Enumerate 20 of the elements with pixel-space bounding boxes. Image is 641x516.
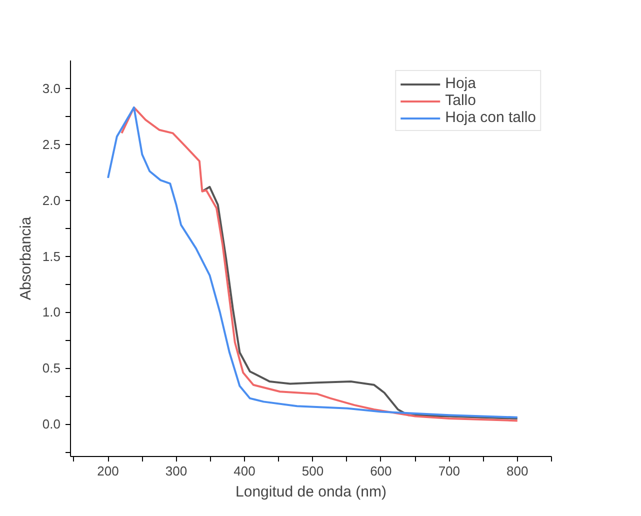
y-tick-label: 1.0 bbox=[42, 304, 61, 320]
x-tick-label: 200 bbox=[97, 464, 119, 478]
y-tick-label: 1.5 bbox=[42, 248, 61, 264]
x-tick-label: 500 bbox=[302, 464, 324, 478]
y-tick-label: 2.5 bbox=[42, 136, 61, 152]
x-tick-label: 400 bbox=[234, 464, 256, 478]
line-series bbox=[201, 186, 518, 420]
y-tick-label: 0.0 bbox=[42, 416, 61, 432]
y-tick-label: 0.5 bbox=[42, 360, 61, 376]
legend-label: Hoja bbox=[445, 75, 476, 92]
y-tick-label: 3.0 bbox=[42, 80, 61, 96]
x-tick-label: 600 bbox=[370, 464, 392, 478]
legend-label: Tallo bbox=[445, 92, 476, 109]
x-tick-label: 700 bbox=[438, 464, 460, 478]
x-tick-label: 800 bbox=[506, 464, 528, 478]
legend-label: Hoja con tallo bbox=[445, 109, 536, 126]
y-tick-label: 2.0 bbox=[42, 192, 61, 208]
x-tick-label: 300 bbox=[165, 464, 188, 478]
y-axis-title: Absorbancia bbox=[17, 216, 34, 300]
x-axis-title: Longitud de onda (nm) bbox=[236, 484, 386, 500]
